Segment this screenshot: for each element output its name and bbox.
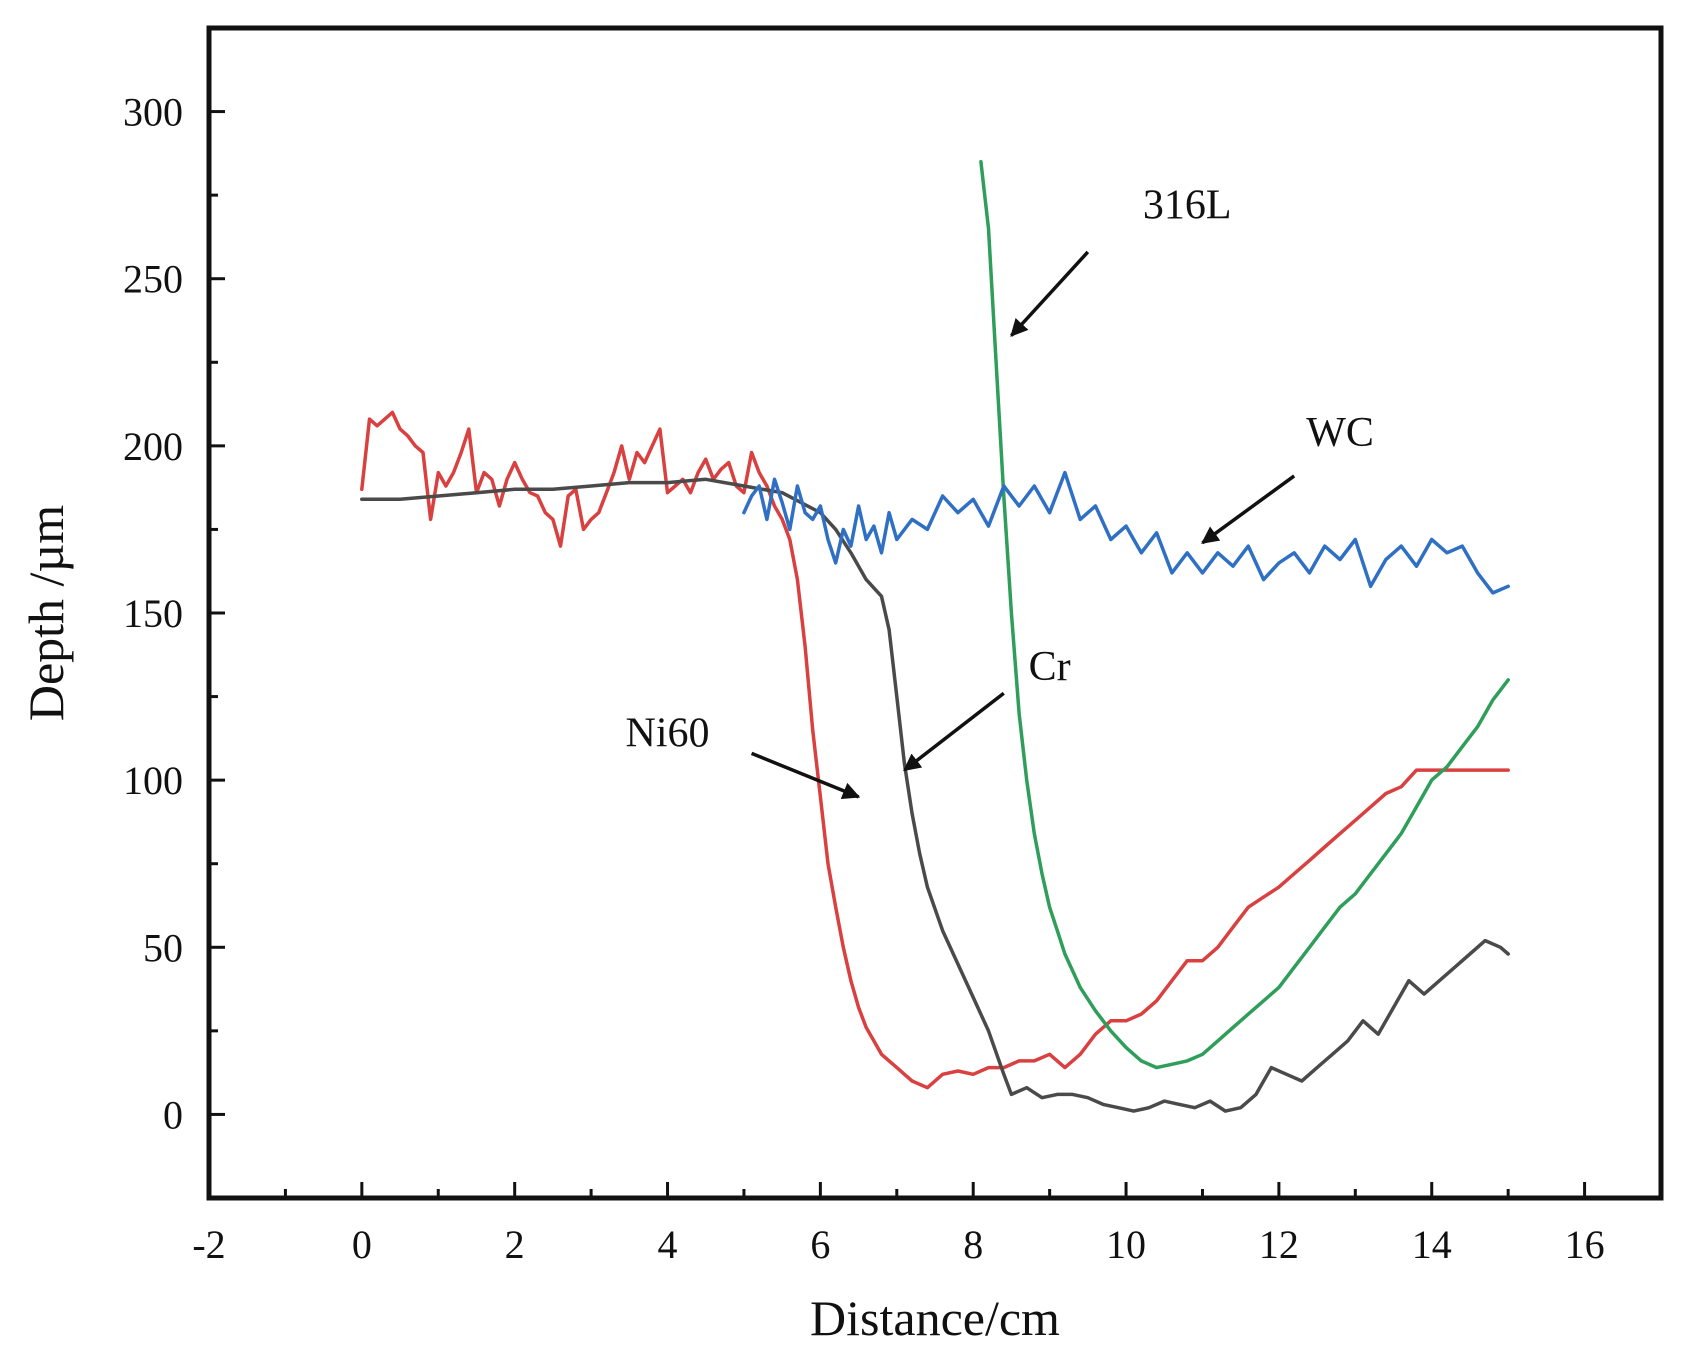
x-tick-label: 12 [1259,1222,1299,1267]
annotation-layer: 316L WC Cr Ni60 [626,183,1374,800]
series-line-cr [360,477,1510,1113]
axes-layer: -2 0 2 4 6 8 10 12 14 16 0 50 100 150 200 250 300 [123,90,1605,1267]
x-tick-label: 2 [505,1222,525,1267]
x-tick-label: 0 [352,1222,372,1267]
x-axis-title: Distance/cm [810,1290,1060,1346]
annotation-arrow-cr [903,691,1005,772]
annotation-arrow-wc [1201,474,1296,545]
annotation-label-wc: WC [1306,410,1374,456]
x-tick-label: 10 [1106,1222,1146,1267]
series-line-316l [979,159,1510,1070]
y-tick-label: 200 [123,424,183,469]
x-tick-label: -2 [192,1222,225,1267]
series-line-ni60 [360,410,1510,1090]
annotation-arrow-316l [1010,250,1090,337]
x-tick-label: 6 [810,1222,830,1267]
series-line-wc [742,470,1510,595]
x-tick-label: 16 [1565,1222,1605,1267]
x-tick-label: 8 [963,1222,983,1267]
annotation-arrow-ni60 [750,751,861,800]
annotation-label-316l: 316L [1143,183,1232,229]
y-tick-label: 250 [123,257,183,302]
y-tick-label: 300 [123,90,183,135]
y-tick-label: 50 [143,925,183,970]
annotation-label-cr: Cr [1029,644,1071,690]
y-tick-label: 150 [123,591,183,636]
series-layer [360,159,1510,1113]
y-axis-title: Depth /µm [18,505,74,721]
plot-frame [206,25,1664,1201]
annotation-label-ni60: Ni60 [626,711,710,757]
x-tick-label: 4 [658,1222,678,1267]
x-tick-label: 14 [1412,1222,1452,1267]
y-tick-label: 100 [123,758,183,803]
y-tick-label: 0 [163,1092,183,1137]
